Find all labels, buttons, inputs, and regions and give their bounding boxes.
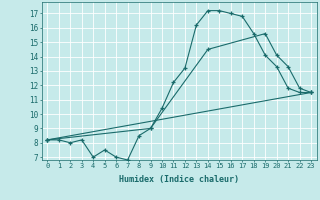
X-axis label: Humidex (Indice chaleur): Humidex (Indice chaleur): [119, 175, 239, 184]
